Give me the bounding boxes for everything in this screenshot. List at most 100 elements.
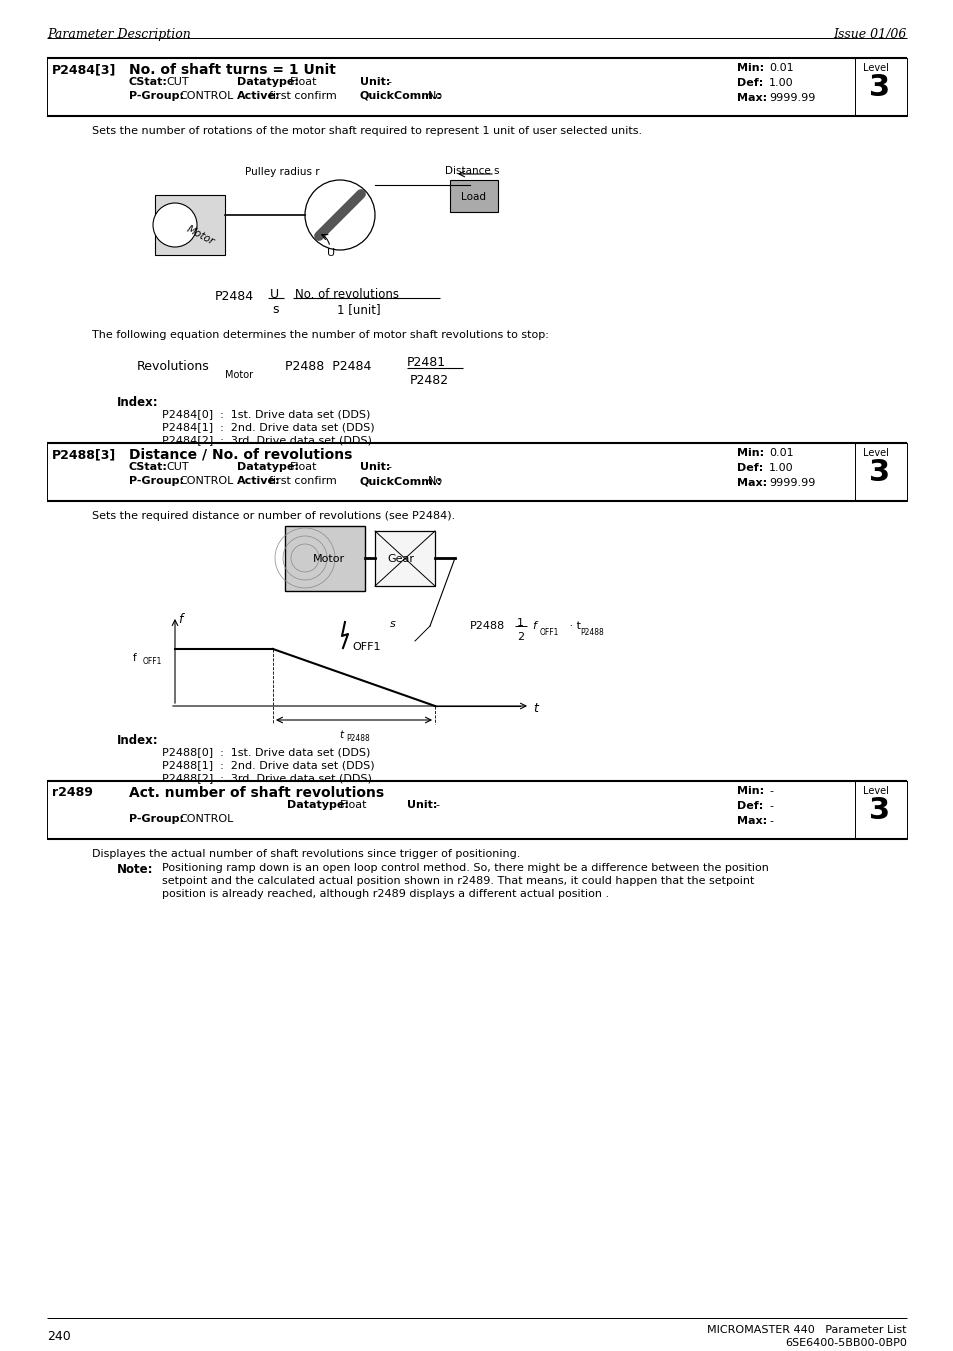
Text: 3: 3 (868, 458, 889, 486)
Text: first confirm: first confirm (269, 476, 336, 486)
Text: OFF1: OFF1 (143, 657, 162, 666)
Text: QuickComm.:: QuickComm.: (359, 476, 442, 486)
Text: -: - (768, 786, 772, 796)
Text: P2488[1]  :  2nd. Drive data set (DDS): P2488[1] : 2nd. Drive data set (DDS) (162, 761, 375, 770)
Text: Distance s: Distance s (444, 166, 499, 176)
Text: P2488[2]  :  3rd. Drive data set (DDS): P2488[2] : 3rd. Drive data set (DDS) (162, 773, 372, 784)
Text: Unit:: Unit: (359, 77, 390, 86)
Text: Def:: Def: (737, 801, 762, 811)
Text: Revolutions: Revolutions (137, 359, 210, 373)
Circle shape (152, 203, 196, 247)
Text: Note:: Note: (117, 863, 153, 875)
Text: Positioning ramp down is an open loop control method. So, there might be a diffe: Positioning ramp down is an open loop co… (162, 863, 768, 873)
Text: -: - (435, 800, 438, 811)
Text: Issue 01/06: Issue 01/06 (833, 28, 906, 41)
Text: P2484[1]  :  2nd. Drive data set (DDS): P2484[1] : 2nd. Drive data set (DDS) (162, 422, 375, 432)
Text: Datatype:: Datatype: (236, 77, 298, 86)
Text: P2488: P2488 (470, 621, 505, 631)
Text: CStat:: CStat: (129, 462, 168, 471)
Bar (450, 180, 497, 212)
Text: Active:: Active: (236, 91, 280, 101)
Text: t: t (533, 703, 537, 715)
Text: Load: Load (460, 192, 485, 203)
Text: 3: 3 (868, 73, 889, 101)
Text: Min:: Min: (737, 786, 763, 796)
Text: 0.01: 0.01 (768, 63, 793, 73)
Text: Def:: Def: (737, 463, 762, 473)
Text: Float: Float (339, 800, 367, 811)
Text: P2488  P2484: P2488 P2484 (285, 359, 371, 373)
Text: Max:: Max: (737, 93, 766, 103)
Text: Datatype:: Datatype: (236, 462, 298, 471)
Text: 2: 2 (517, 632, 523, 642)
Text: P2484[0]  :  1st. Drive data set (DDS): P2484[0] : 1st. Drive data set (DDS) (162, 409, 370, 419)
Text: P2481: P2481 (407, 357, 446, 369)
Text: -: - (387, 462, 391, 471)
Text: 1.00: 1.00 (768, 463, 793, 473)
Text: OFF1: OFF1 (539, 628, 558, 638)
Text: 1: 1 (517, 617, 523, 628)
Text: position is already reached, although r2489 displays a different actual position: position is already reached, although r2… (162, 889, 608, 898)
Bar (154, 195, 225, 255)
Text: Float: Float (290, 462, 317, 471)
Text: U: U (327, 249, 335, 258)
Text: 1 [unit]: 1 [unit] (336, 303, 380, 316)
Text: Def:: Def: (737, 78, 762, 88)
Text: Level: Level (862, 449, 888, 458)
Text: QuickComm.:: QuickComm.: (359, 91, 442, 101)
Text: s: s (390, 619, 395, 630)
Text: s: s (272, 303, 278, 316)
Text: Sets the required distance or number of revolutions (see P2484).: Sets the required distance or number of … (91, 511, 455, 521)
Text: P-Group:: P-Group: (129, 476, 184, 486)
Text: -: - (387, 77, 391, 86)
Bar (285, 526, 365, 590)
Text: Motor: Motor (184, 223, 215, 246)
Text: CUT: CUT (166, 462, 189, 471)
Text: OFF1: OFF1 (352, 642, 380, 653)
Text: Sets the number of rotations of the motor shaft required to represent 1 unit of : Sets the number of rotations of the moto… (91, 126, 641, 136)
Text: U: U (270, 288, 279, 301)
Text: Act. number of shaft revolutions: Act. number of shaft revolutions (129, 786, 384, 800)
Text: P2488[0]  :  1st. Drive data set (DDS): P2488[0] : 1st. Drive data set (DDS) (162, 747, 370, 757)
Text: 240: 240 (47, 1329, 71, 1343)
Text: CONTROL: CONTROL (179, 476, 233, 486)
Text: Motor: Motor (225, 370, 253, 380)
Text: P-Group:: P-Group: (129, 815, 184, 824)
Text: Active:: Active: (236, 476, 280, 486)
Text: 9999.99: 9999.99 (768, 93, 815, 103)
Text: CONTROL: CONTROL (179, 815, 233, 824)
Text: Datatype:: Datatype: (287, 800, 349, 811)
Text: -: - (768, 801, 772, 811)
Text: Pulley radius r: Pulley radius r (245, 168, 319, 177)
Text: Displayes the actual number of shaft revolutions since trigger of positioning.: Displayes the actual number of shaft rev… (91, 848, 519, 859)
Text: Index:: Index: (117, 734, 158, 747)
Text: Float: Float (290, 77, 317, 86)
Text: No. of shaft turns = 1 Unit: No. of shaft turns = 1 Unit (129, 63, 335, 77)
Text: Gear: Gear (387, 554, 414, 563)
Bar (375, 531, 435, 586)
Text: f: f (532, 621, 536, 631)
Text: No: No (428, 91, 442, 101)
Text: Unit:: Unit: (359, 462, 390, 471)
Text: Parameter Description: Parameter Description (47, 28, 191, 41)
Text: The following equation determines the number of motor shaft revolutions to stop:: The following equation determines the nu… (91, 330, 548, 340)
Text: P2482: P2482 (410, 374, 449, 386)
Text: P2484[2]  :  3rd. Drive data set (DDS): P2484[2] : 3rd. Drive data set (DDS) (162, 435, 372, 444)
Text: MICROMASTER 440   Parameter List: MICROMASTER 440 Parameter List (707, 1325, 906, 1335)
Text: Unit:: Unit: (407, 800, 436, 811)
Text: -: - (768, 816, 772, 825)
Text: 0.01: 0.01 (768, 449, 793, 458)
Text: P2488: P2488 (346, 734, 370, 743)
Text: setpoint and the calculated actual position shown in r2489. That means, it could: setpoint and the calculated actual posit… (162, 875, 754, 886)
Text: r2489: r2489 (52, 786, 92, 798)
Text: Min:: Min: (737, 449, 763, 458)
Text: 3: 3 (868, 796, 889, 825)
Text: P2484[3]: P2484[3] (52, 63, 116, 76)
Text: 6SE6400-5BB00-0BP0: 6SE6400-5BB00-0BP0 (784, 1337, 906, 1348)
Text: Index:: Index: (117, 396, 158, 409)
Text: P2484: P2484 (214, 290, 253, 303)
Text: t: t (338, 730, 343, 740)
Text: 1.00: 1.00 (768, 78, 793, 88)
Circle shape (305, 180, 375, 250)
Text: P2488[3]: P2488[3] (52, 449, 116, 461)
